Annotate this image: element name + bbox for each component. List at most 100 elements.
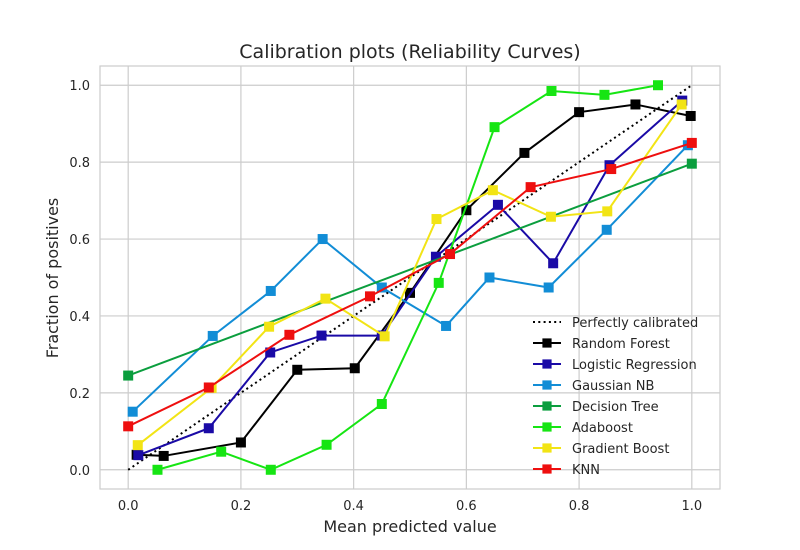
data-point-adaboost <box>546 85 557 96</box>
y-tick-label: 0.8 <box>69 156 90 171</box>
series-line-knn <box>127 141 693 428</box>
data-point-adaboost <box>216 446 227 457</box>
data-point-adaboost <box>321 439 332 450</box>
x-axis-title: Mean predicted value <box>323 517 496 536</box>
y-tick-label: 0.4 <box>69 310 90 325</box>
data-point-gradient-boost <box>431 214 442 225</box>
data-point-knn <box>525 182 536 193</box>
data-point-random-forest <box>235 437 246 448</box>
data-point-knn <box>686 137 697 148</box>
legend-entry-adaboost: Adaboost <box>533 421 633 436</box>
x-tick-label: 0.2 <box>231 499 252 514</box>
series-line-adaboost <box>157 84 659 471</box>
data-point-gaussian-nb <box>601 224 612 235</box>
legend-marker <box>542 338 552 348</box>
data-point-random-forest <box>574 107 585 118</box>
y-tick-label: 0.0 <box>69 464 90 479</box>
plot-frame <box>99 65 721 490</box>
legend-label: Logistic Regression <box>572 358 697 373</box>
data-point-knn <box>364 291 375 302</box>
legend-marker <box>542 443 552 453</box>
data-point-random-forest <box>158 450 169 461</box>
legend-label: Decision Tree <box>572 400 659 415</box>
data-point-gradient-boost <box>602 206 613 217</box>
legend-marker <box>542 380 552 390</box>
series-adaboost <box>152 80 664 475</box>
legend-label: KNN <box>572 463 600 478</box>
x-tick-label: 0.4 <box>343 499 364 514</box>
data-point-knn <box>284 329 295 340</box>
legend-label: Gradient Boost <box>572 442 669 457</box>
y-tick-label: 0.6 <box>69 233 90 248</box>
legend-entry-gradient-boost: Gradient Boost <box>533 442 669 457</box>
legend-marker <box>542 422 552 432</box>
data-point-random-forest <box>349 363 360 374</box>
legend-entry-logistic-regression: Logistic Regression <box>533 358 697 373</box>
legend-label: Adaboost <box>572 421 633 436</box>
x-axis-ticks: 0.0 0.2 0.4 0.6 0.8 1.0 <box>118 499 702 514</box>
data-point-knn <box>123 421 134 432</box>
legend-label: Random Forest <box>572 337 670 352</box>
data-point-gaussian-nb <box>317 234 328 245</box>
data-point-knn <box>606 164 617 175</box>
data-point-adaboost <box>599 89 610 100</box>
data-point-knn <box>445 249 456 260</box>
data-point-gradient-boost <box>676 99 687 110</box>
data-point-gradient-boost <box>320 293 331 304</box>
grid <box>100 66 720 489</box>
y-tick-label: 0.2 <box>69 387 90 402</box>
data-point-gaussian-nb <box>265 285 276 296</box>
data-point-adaboost <box>433 277 444 288</box>
legend-marker <box>542 401 552 411</box>
legend-entry-random-forest: Random Forest <box>533 337 670 352</box>
chart-title: Calibration plots (Reliability Curves) <box>239 41 580 63</box>
data-point-adaboost <box>376 399 387 410</box>
data-point-decision-tree <box>686 158 697 169</box>
data-point-logistic-regression <box>492 199 503 210</box>
data-point-gradient-boost <box>487 185 498 196</box>
data-point-gradient-boost <box>379 331 390 342</box>
legend-marker <box>542 464 552 474</box>
data-point-random-forest <box>519 147 530 158</box>
data-point-gradient-boost <box>132 440 143 451</box>
data-point-logistic-regression <box>133 450 144 461</box>
x-tick-label: 0.8 <box>569 499 590 514</box>
data-point-gaussian-nb <box>441 320 452 331</box>
y-tick-label: 1.0 <box>69 79 90 94</box>
x-tick-label: 1.0 <box>681 499 702 514</box>
data-point-gaussian-nb <box>127 406 138 417</box>
series-line-gaussian-nb <box>132 144 689 413</box>
data-point-knn <box>203 382 214 393</box>
data-point-adaboost <box>265 464 276 475</box>
data-point-logistic-regression <box>548 258 559 269</box>
data-point-gaussian-nb <box>543 282 554 293</box>
data-point-adaboost <box>489 122 500 133</box>
series-line-decision-tree <box>127 162 693 377</box>
series-gradient-boost <box>132 99 687 451</box>
series-knn <box>123 137 697 432</box>
data-point-logistic-regression <box>316 330 327 341</box>
data-point-random-forest <box>292 364 303 375</box>
legend-label: Perfectly calibrated <box>572 316 698 331</box>
series-decision-tree <box>123 158 697 381</box>
data-point-adaboost <box>152 464 163 475</box>
legend-marker <box>542 359 552 369</box>
data-point-adaboost <box>653 80 664 91</box>
data-point-random-forest <box>630 99 641 110</box>
data-point-gaussian-nb <box>207 330 218 341</box>
data-point-decision-tree <box>123 370 134 381</box>
legend-label: Gaussian NB <box>572 379 654 394</box>
data-point-random-forest <box>685 110 696 121</box>
legend: Perfectly calibrated Random Forest Logisti… <box>533 316 698 478</box>
legend-entry-perfectly-calibrated: Perfectly calibrated <box>533 316 698 331</box>
series-line-gradient-boost <box>137 103 683 446</box>
series-layer <box>123 80 697 475</box>
legend-entry-decision-tree: Decision Tree <box>533 400 659 415</box>
x-tick-label: 0.6 <box>456 499 477 514</box>
legend-entry-gaussian-nb: Gaussian NB <box>533 379 654 394</box>
y-axis-ticks: 0.0 0.2 0.4 0.6 0.8 1.0 <box>69 79 90 479</box>
data-point-gradient-boost <box>264 321 275 332</box>
y-axis-title: Fraction of positives <box>43 198 62 359</box>
data-point-logistic-regression <box>203 423 214 434</box>
